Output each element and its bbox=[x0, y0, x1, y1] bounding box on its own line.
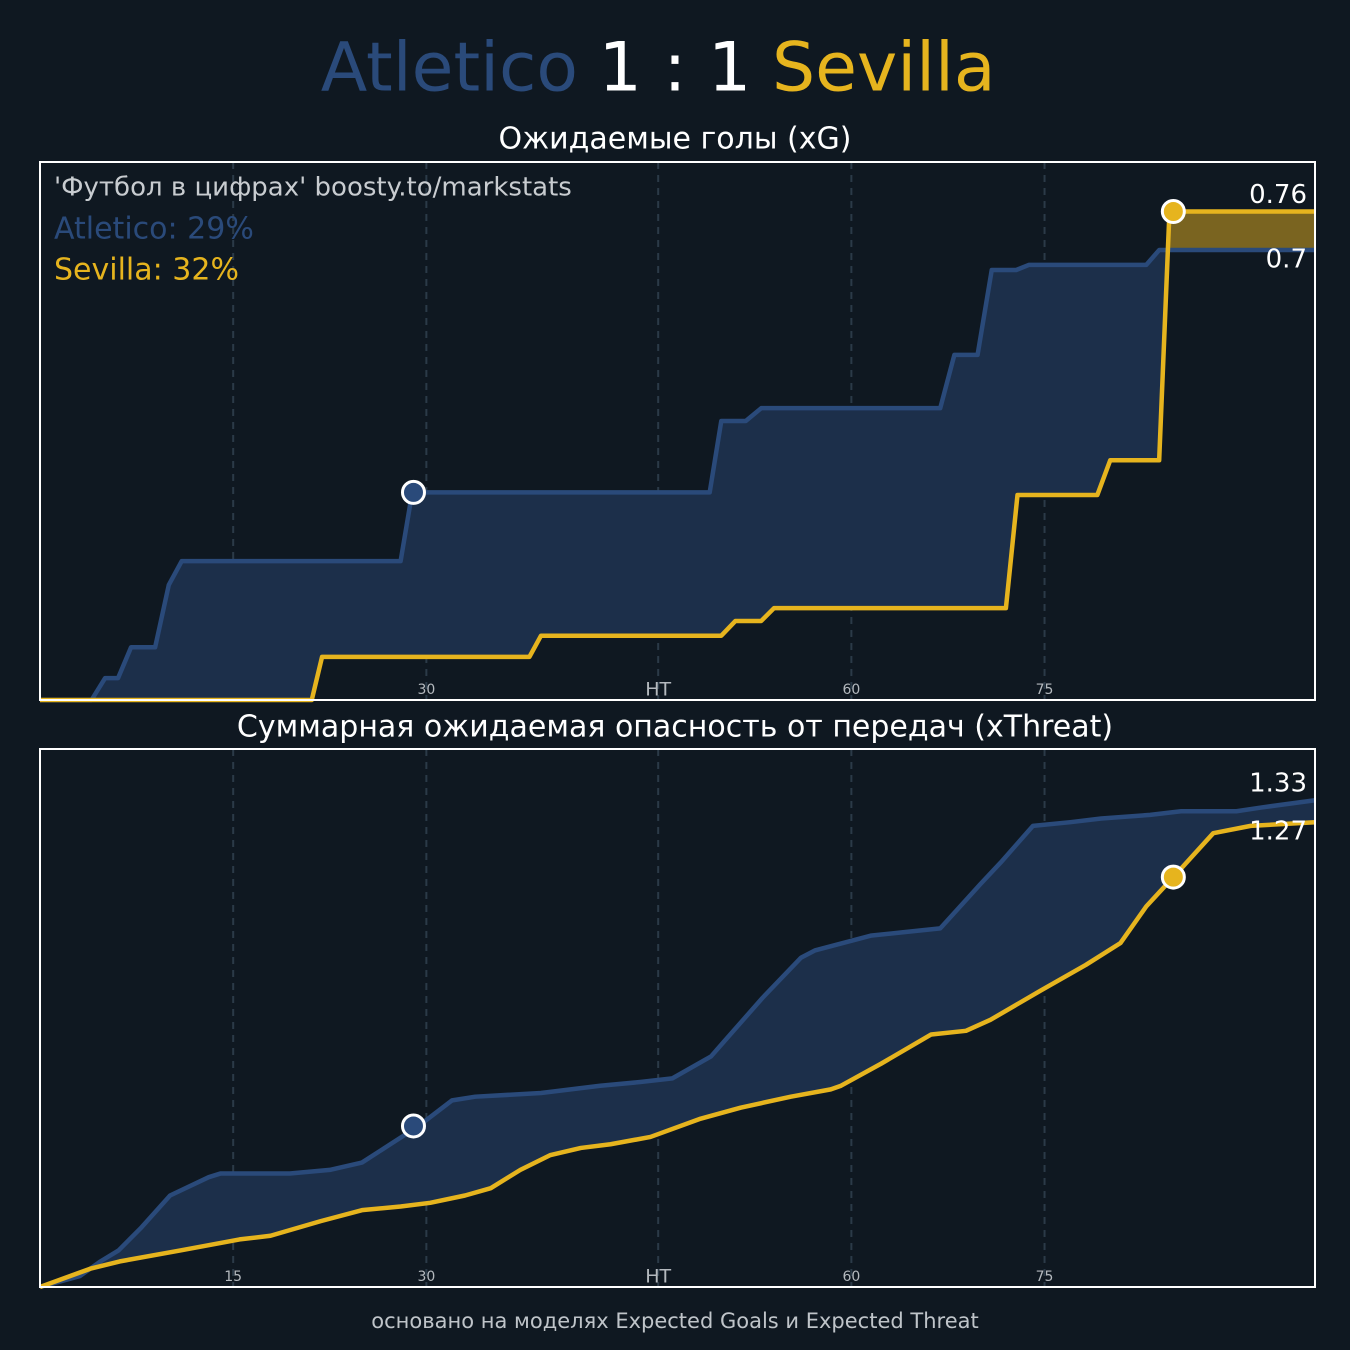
x-tick-label: HT bbox=[645, 679, 671, 701]
end-label: 0.7 bbox=[1266, 245, 1307, 275]
goal-marker bbox=[400, 1113, 426, 1139]
annotation: 'Футбол в цифрах' boosty.to/markstats bbox=[54, 173, 572, 203]
away-team: Sevilla bbox=[772, 29, 996, 108]
x-tick-label: 30 bbox=[417, 682, 435, 698]
x-tick-label: 60 bbox=[842, 1269, 860, 1285]
plot-frame bbox=[39, 161, 1316, 701]
annotation: Sevilla: 32% bbox=[54, 253, 239, 288]
series-line bbox=[40, 247, 1315, 703]
chart-title: Ожидаемые голы (xG) bbox=[499, 122, 852, 157]
series-line bbox=[39, 798, 1316, 1290]
plot-frame bbox=[39, 748, 1316, 1288]
end-label: 1.33 bbox=[1249, 769, 1307, 799]
score: 1 : 1 bbox=[599, 29, 752, 108]
footer: основано на моделях Expected Goals и Exp… bbox=[371, 1309, 978, 1333]
series-line bbox=[39, 819, 1316, 1290]
x-tick-label: 15 bbox=[224, 1269, 242, 1285]
goal-marker bbox=[400, 479, 426, 505]
x-tick-label: 30 bbox=[417, 1269, 435, 1285]
x-tick-label: 60 bbox=[842, 682, 860, 698]
goal-marker bbox=[1160, 864, 1186, 890]
annotation: Atletico: 29% bbox=[54, 212, 254, 247]
end-label: 1.27 bbox=[1249, 817, 1307, 847]
chart-title: Суммарная ожидаемая опасность от передач… bbox=[237, 710, 1113, 745]
end-label: 0.76 bbox=[1249, 180, 1307, 210]
goal-marker bbox=[1160, 198, 1186, 224]
series-line bbox=[40, 209, 1315, 703]
area-fill bbox=[40, 250, 1315, 700]
home-team: Atletico bbox=[321, 29, 578, 108]
x-tick-label: HT bbox=[645, 1266, 671, 1288]
x-tick-label: 75 bbox=[1036, 682, 1054, 698]
x-tick-label: 75 bbox=[1036, 1269, 1054, 1285]
